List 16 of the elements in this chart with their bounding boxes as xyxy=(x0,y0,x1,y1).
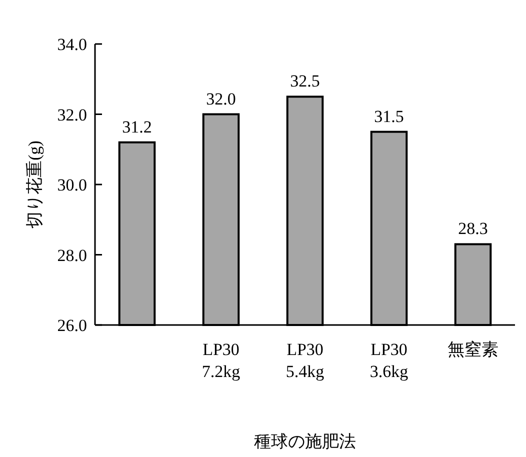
data-label: 32.0 xyxy=(206,89,236,108)
x-tick-label: 無窒素 xyxy=(448,340,498,359)
x-axis-title: 種球の施肥法 xyxy=(254,432,356,451)
y-tick-label: 26.0 xyxy=(57,316,87,335)
y-tick-label: 30.0 xyxy=(57,176,87,194)
data-label: 31.2 xyxy=(122,117,152,136)
x-tick-label: LP30 3.6kg xyxy=(370,340,409,381)
data-label: 32.5 xyxy=(290,72,320,91)
y-tick-label: 32.0 xyxy=(57,105,87,124)
y-tick-label: 34.0 xyxy=(57,35,87,54)
data-label: 28.3 xyxy=(458,219,488,238)
x-tick-label: LP30 7.2kg xyxy=(202,340,241,381)
data-label: 31.5 xyxy=(374,106,404,126)
y-axis-title: 切り花重(g) xyxy=(25,140,44,228)
y-tick-label: 28.0 xyxy=(57,246,87,265)
x-tick-label: LP30 5.4kg xyxy=(286,340,325,381)
